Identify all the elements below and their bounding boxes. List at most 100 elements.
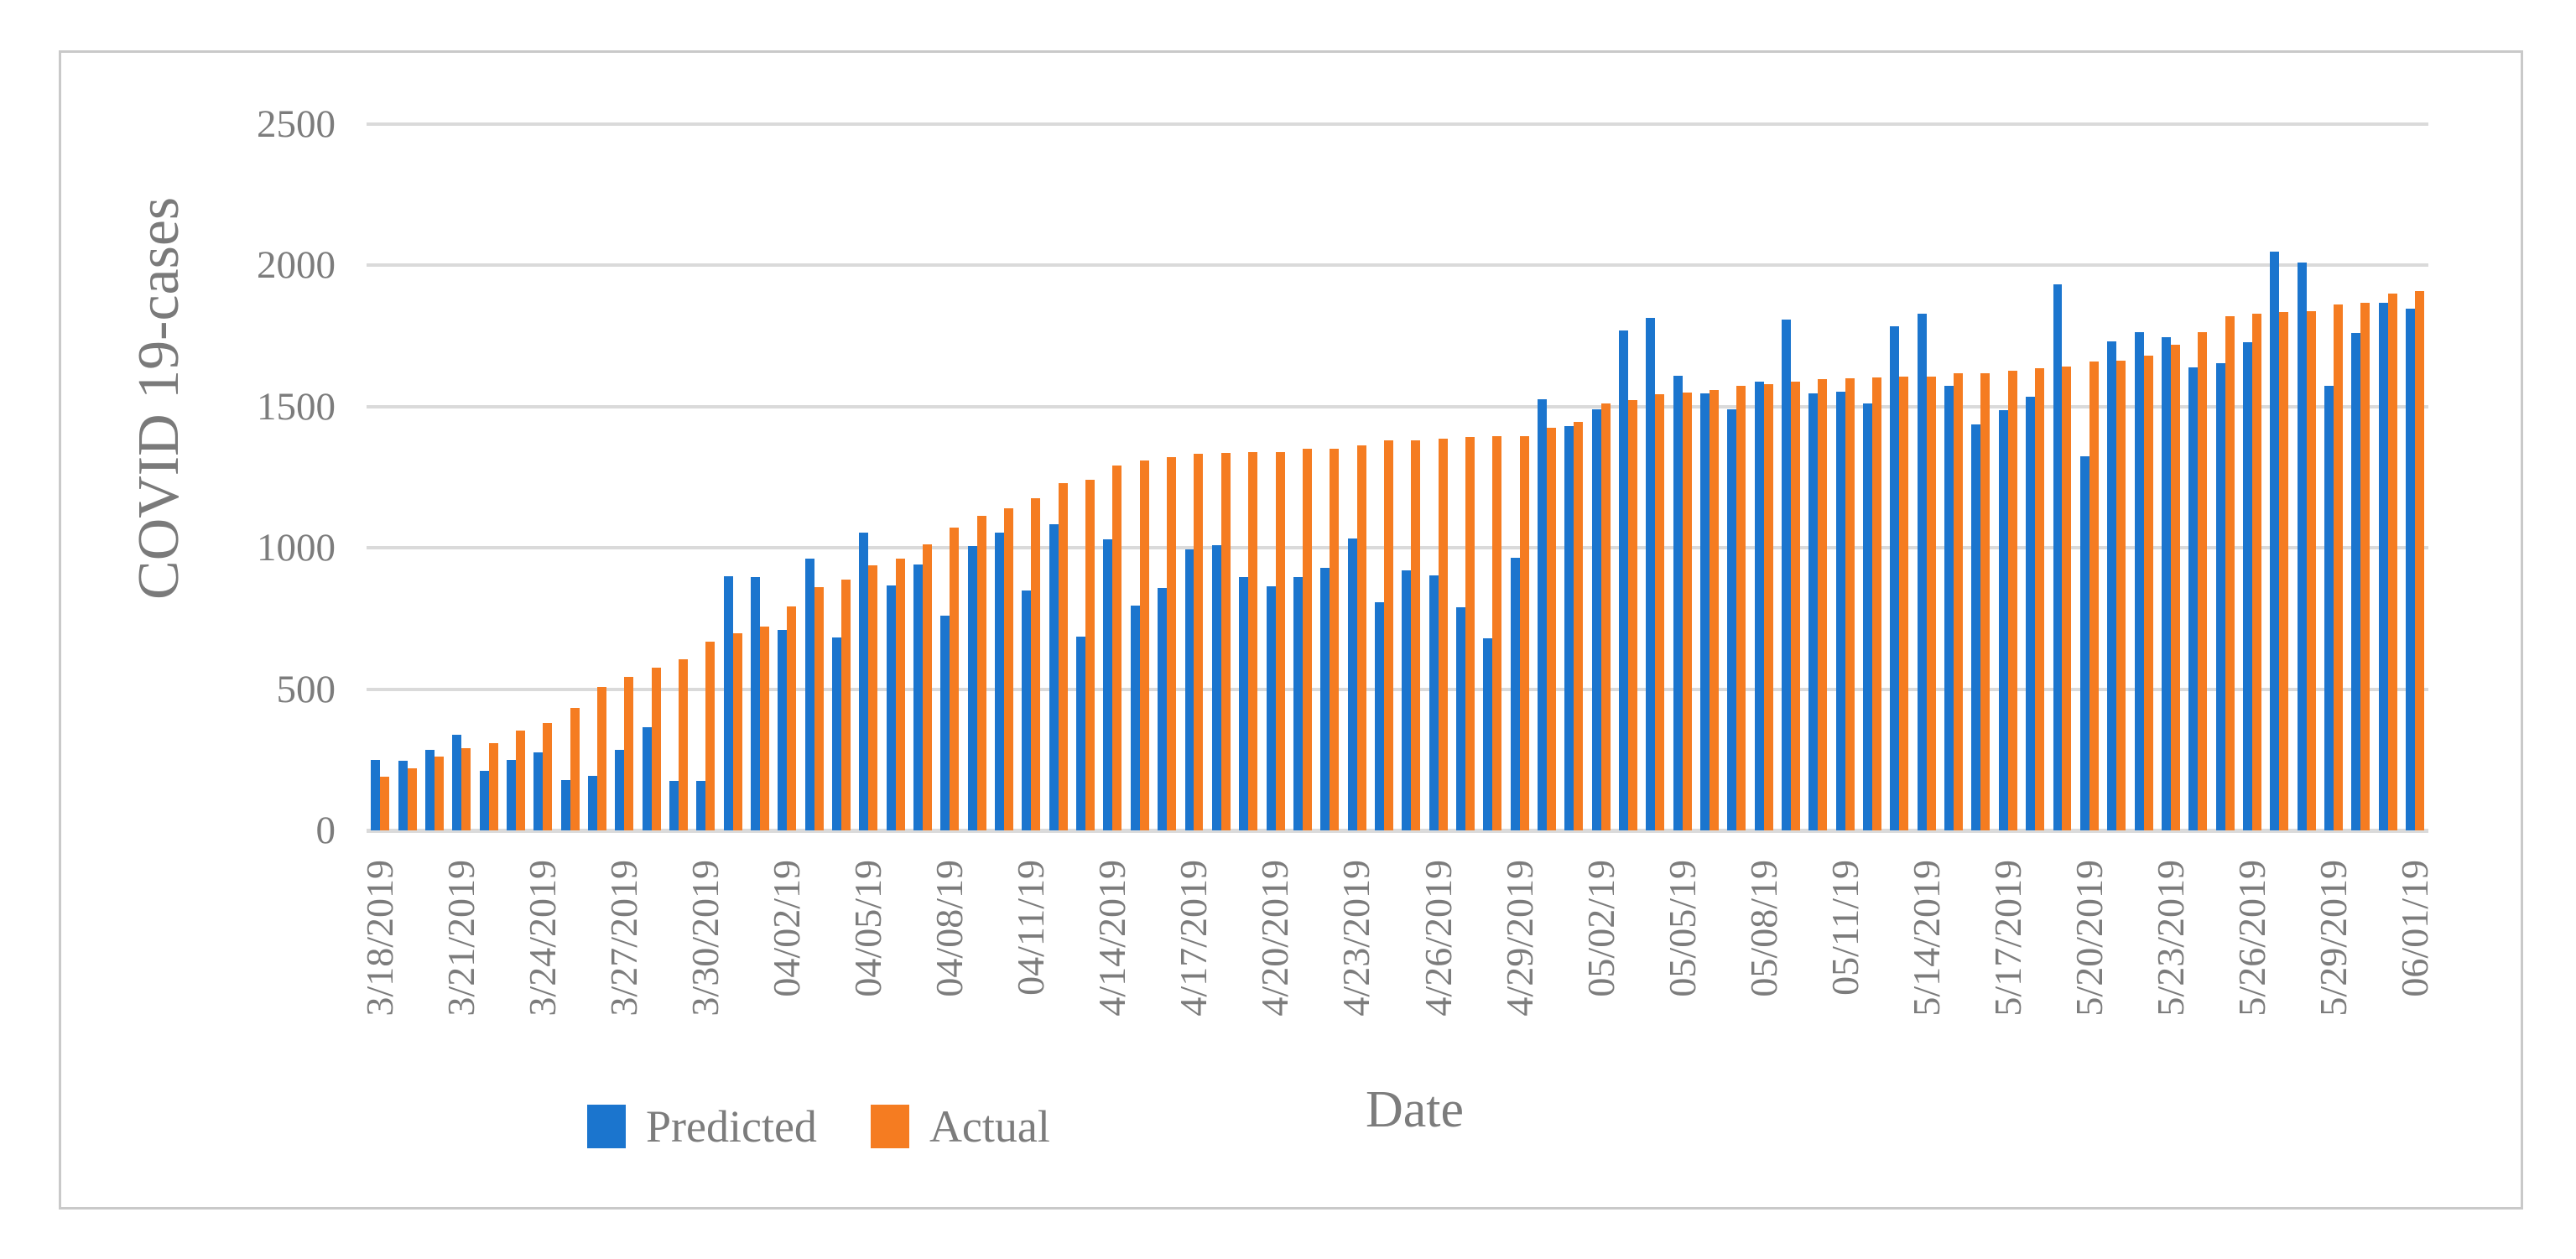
bar-predicted [1782, 319, 1792, 830]
bar-predicted [615, 749, 625, 830]
bar-group-2 [421, 124, 448, 830]
bar-actual [1356, 445, 1366, 830]
legend-label-predicted: Predicted [646, 1101, 817, 1152]
bar-actual [1167, 456, 1177, 830]
x-tick-label-4/26/2019: 4/26/2019 [1416, 860, 1460, 1017]
predicted-swatch-icon [587, 1105, 626, 1148]
bar-predicted [2351, 332, 2361, 830]
bar-actual [1574, 421, 1584, 830]
bar-predicted [1374, 601, 1384, 830]
bar-predicted [1971, 424, 1981, 830]
bar-actual [1139, 460, 1149, 830]
bar-predicted [1076, 637, 1086, 830]
bar-group-6 [529, 124, 556, 830]
bar-group-62 [2048, 124, 2075, 830]
bar-group-44 [1560, 124, 1587, 830]
bar-actual [841, 580, 851, 830]
bar-predicted [2026, 397, 2036, 830]
bar-group-24 [1017, 124, 1044, 830]
x-tick-label-04/08/19: 04/08/19 [928, 860, 971, 997]
bar-group-17 [828, 124, 855, 830]
bar-group-38 [1397, 124, 1424, 830]
y-tick-label-1500: 1500 [257, 384, 336, 429]
bar-predicted [2242, 341, 2252, 830]
bar-actual [515, 730, 525, 830]
bar-predicted [1591, 409, 1601, 830]
bar-predicted [642, 727, 652, 830]
bar-group-0 [367, 124, 393, 830]
bar-group-41 [1479, 124, 1506, 830]
bar-actual [1710, 389, 1719, 830]
bar-predicted [1863, 403, 1873, 830]
gridline-1000 [367, 546, 2428, 550]
gridline-2500 [367, 122, 2428, 126]
bar-group-51 [1751, 124, 1777, 830]
bar-predicted [1184, 549, 1194, 830]
x-tick-label-06/01/19: 06/01/19 [2392, 860, 2436, 997]
x-tick-label-3/30/2019: 3/30/2019 [684, 860, 727, 1017]
bar-actual [1627, 400, 1637, 830]
bar-group-48 [1669, 124, 1696, 830]
legend-item-actual: Actual [870, 1104, 1050, 1149]
bar-group-33 [1262, 124, 1288, 830]
bar-predicted [1022, 590, 1032, 830]
bar-actual [923, 544, 933, 830]
legend: Predicted Actual [587, 1104, 1050, 1149]
bar-group-59 [1967, 124, 1994, 830]
bar-group-72 [2320, 124, 2347, 830]
bar-actual [380, 777, 390, 830]
bar-actual [1736, 385, 1746, 830]
bar-group-5 [502, 124, 529, 830]
bar-group-30 [1180, 124, 1207, 830]
bar-group-61 [2022, 124, 2048, 830]
bar-group-11 [665, 124, 692, 830]
bar-predicted [1211, 544, 1221, 830]
bar-group-52 [1777, 124, 1804, 830]
plot-area [367, 122, 2428, 833]
bar-predicted [723, 576, 733, 830]
bar-group-1 [393, 124, 420, 830]
bar-predicted [1700, 393, 1710, 830]
gridline-0 [367, 829, 2428, 833]
bar-actual [787, 606, 797, 830]
bar-actual [1383, 440, 1393, 830]
bar-group-12 [692, 124, 719, 830]
y-tick-label-500: 500 [276, 667, 336, 711]
bar-actual [1275, 451, 1285, 830]
bar-predicted [1619, 330, 1628, 830]
bar-actual [1954, 373, 1964, 830]
bar-predicted [1158, 587, 1168, 830]
bar-actual [1058, 482, 1068, 830]
bar-actual [488, 743, 498, 830]
bar-group-75 [2402, 124, 2428, 830]
bar-actual [759, 626, 769, 830]
bar-predicted [587, 776, 597, 830]
bar-actual [1791, 381, 1801, 830]
bar-group-4 [475, 124, 502, 830]
y-tick-label-2000: 2000 [257, 243, 336, 288]
bar-group-37 [1371, 124, 1397, 830]
bar-group-18 [855, 124, 882, 830]
bar-predicted [1835, 392, 1845, 830]
bar-predicted [832, 637, 842, 830]
bar-group-39 [1424, 124, 1451, 830]
bar-group-42 [1506, 124, 1533, 830]
bar-predicted [479, 771, 489, 830]
bar-actual [570, 707, 580, 830]
x-tick-label-4/29/2019: 4/29/2019 [1497, 860, 1541, 1017]
bar-actual [950, 527, 960, 830]
bar-actual [1438, 438, 1448, 830]
bar-predicted [1130, 605, 1140, 830]
bar-predicted [506, 759, 516, 830]
bar-actual [1546, 428, 1556, 830]
bar-group-71 [2292, 124, 2319, 830]
bar-group-45 [1587, 124, 1614, 830]
bar-predicted [886, 585, 896, 830]
bar-group-14 [747, 124, 773, 830]
bar-predicted [913, 564, 924, 830]
bar-group-10 [637, 124, 664, 830]
bar-predicted [533, 752, 544, 830]
x-tick-label-3/24/2019: 3/24/2019 [521, 860, 565, 1017]
bar-group-34 [1289, 124, 1316, 830]
bar-group-31 [1208, 124, 1235, 830]
